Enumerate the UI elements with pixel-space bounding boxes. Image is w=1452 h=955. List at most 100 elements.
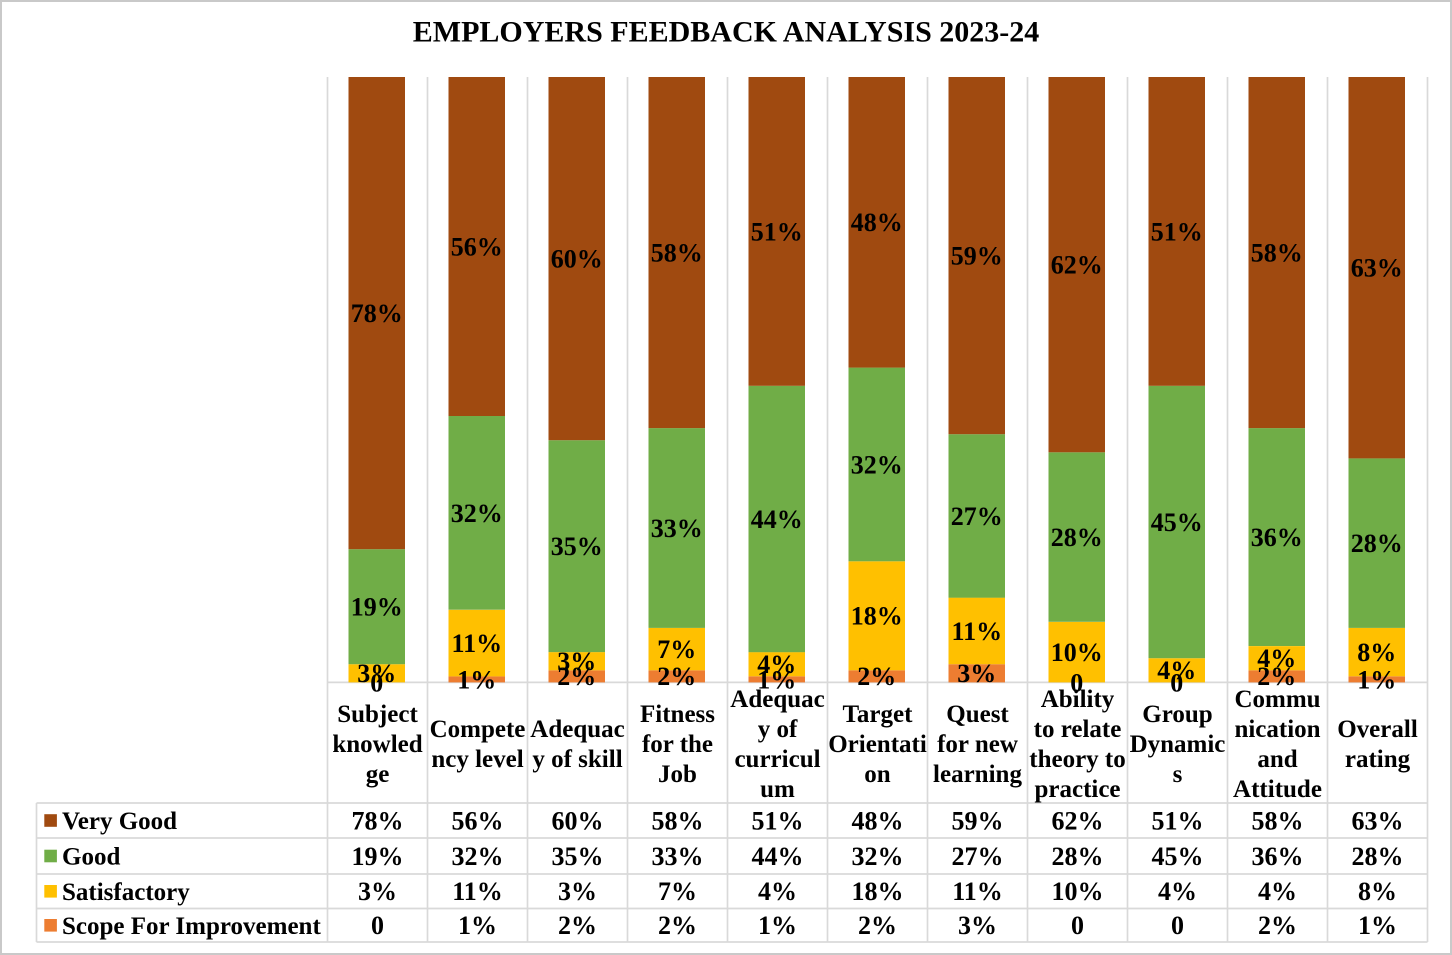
svg-text:4%: 4% — [1258, 877, 1297, 906]
svg-text:7%: 7% — [657, 635, 696, 664]
svg-text:0: 0 — [1171, 911, 1184, 940]
svg-text:1%: 1% — [1358, 911, 1397, 940]
svg-text:Orientati: Orientati — [828, 731, 927, 758]
svg-text:19%: 19% — [351, 593, 403, 622]
svg-text:58%: 58% — [652, 806, 704, 835]
svg-text:59%: 59% — [952, 806, 1004, 835]
svg-text:for new: for new — [937, 731, 1018, 758]
svg-text:62%: 62% — [1051, 251, 1103, 280]
svg-text:1%: 1% — [457, 665, 496, 694]
svg-text:58%: 58% — [1252, 806, 1304, 835]
svg-text:0: 0 — [1170, 668, 1183, 697]
svg-text:Adequac: Adequac — [530, 716, 624, 743]
svg-text:1%: 1% — [758, 911, 797, 940]
svg-text:2%: 2% — [1258, 911, 1297, 940]
svg-text:78%: 78% — [351, 299, 403, 328]
svg-text:ncy level: ncy level — [431, 746, 523, 773]
svg-text:45%: 45% — [1151, 508, 1203, 537]
svg-text:36%: 36% — [1252, 842, 1304, 871]
svg-text:58%: 58% — [651, 239, 703, 268]
svg-text:Compete: Compete — [430, 716, 526, 743]
svg-text:32%: 32% — [452, 842, 504, 871]
svg-text:Subject: Subject — [337, 701, 418, 728]
svg-text:60%: 60% — [551, 245, 603, 274]
svg-text:10%: 10% — [1052, 877, 1104, 906]
svg-text:Job: Job — [658, 761, 697, 788]
svg-text:63%: 63% — [1352, 806, 1404, 835]
svg-text:Group: Group — [1142, 701, 1212, 728]
svg-text:2%: 2% — [657, 662, 696, 691]
svg-text:Scope For Improvement: Scope For Improvement — [62, 913, 321, 940]
svg-text:51%: 51% — [751, 217, 803, 246]
svg-text:theory to: theory to — [1029, 746, 1126, 773]
svg-text:Ability: Ability — [1041, 686, 1115, 713]
svg-text:7%: 7% — [658, 877, 697, 906]
svg-text:32%: 32% — [851, 450, 903, 479]
svg-text:Target: Target — [843, 701, 914, 728]
svg-text:Overall: Overall — [1337, 716, 1418, 743]
svg-text:y of skill: y of skill — [532, 746, 622, 773]
svg-text:33%: 33% — [652, 842, 704, 871]
svg-text:44%: 44% — [751, 505, 803, 534]
svg-text:45%: 45% — [1152, 842, 1204, 871]
svg-text:1%: 1% — [757, 665, 796, 694]
svg-text:0: 0 — [1070, 668, 1083, 697]
svg-text:rating: rating — [1345, 746, 1411, 773]
svg-text:11%: 11% — [952, 877, 1003, 906]
svg-text:28%: 28% — [1051, 523, 1103, 552]
svg-text:18%: 18% — [851, 602, 903, 631]
svg-text:59%: 59% — [951, 242, 1003, 271]
svg-text:62%: 62% — [1052, 806, 1104, 835]
svg-text:2%: 2% — [558, 911, 597, 940]
svg-text:4%: 4% — [758, 877, 797, 906]
svg-text:8%: 8% — [1357, 638, 1396, 667]
svg-text:1%: 1% — [458, 911, 497, 940]
svg-text:Quest: Quest — [946, 701, 1009, 728]
svg-text:32%: 32% — [852, 842, 904, 871]
svg-text:practice: practice — [1034, 776, 1120, 803]
svg-text:4%: 4% — [757, 650, 796, 679]
svg-text:for the: for the — [642, 731, 713, 758]
svg-text:knowled: knowled — [332, 731, 422, 758]
svg-text:63%: 63% — [1351, 254, 1403, 283]
svg-text:um: um — [760, 776, 795, 803]
svg-text:32%: 32% — [451, 499, 503, 528]
svg-text:Commu: Commu — [1234, 686, 1320, 713]
svg-text:35%: 35% — [552, 842, 604, 871]
svg-text:ge: ge — [366, 761, 390, 788]
svg-text:33%: 33% — [651, 514, 703, 543]
svg-text:Fitness: Fitness — [640, 701, 715, 728]
svg-text:28%: 28% — [1351, 529, 1403, 558]
svg-text:1%: 1% — [1357, 665, 1396, 694]
svg-text:0: 0 — [370, 668, 383, 697]
svg-text:3%: 3% — [958, 911, 997, 940]
svg-text:s: s — [1173, 761, 1183, 788]
svg-text:11%: 11% — [452, 629, 503, 658]
svg-text:2%: 2% — [658, 911, 697, 940]
svg-text:35%: 35% — [551, 532, 603, 561]
svg-text:2%: 2% — [858, 911, 897, 940]
svg-text:4%: 4% — [1157, 656, 1196, 685]
svg-text:Attitude: Attitude — [1233, 776, 1322, 803]
svg-text:27%: 27% — [951, 502, 1003, 531]
svg-text:28%: 28% — [1052, 842, 1104, 871]
svg-text:2%: 2% — [557, 662, 596, 691]
svg-text:nication: nication — [1234, 716, 1320, 743]
svg-text:3%: 3% — [957, 659, 996, 688]
svg-text:Adequac: Adequac — [730, 686, 824, 713]
svg-text:58%: 58% — [1251, 239, 1303, 268]
svg-text:3%: 3% — [357, 659, 396, 688]
svg-text:Good: Good — [62, 844, 120, 871]
svg-text:51%: 51% — [752, 806, 804, 835]
svg-text:28%: 28% — [1352, 842, 1404, 871]
svg-text:2%: 2% — [1257, 662, 1296, 691]
svg-text:11%: 11% — [452, 877, 503, 906]
svg-text:and: and — [1257, 746, 1297, 773]
svg-text:78%: 78% — [352, 806, 404, 835]
svg-text:36%: 36% — [1251, 523, 1303, 552]
svg-text:0: 0 — [371, 911, 384, 940]
svg-text:4%: 4% — [1257, 644, 1296, 673]
svg-text:18%: 18% — [852, 877, 904, 906]
svg-text:EMPLOYERS FEEDBACK ANALYSIS 20: EMPLOYERS FEEDBACK ANALYSIS 2023-24 — [413, 16, 1040, 49]
svg-text:19%: 19% — [352, 842, 404, 871]
